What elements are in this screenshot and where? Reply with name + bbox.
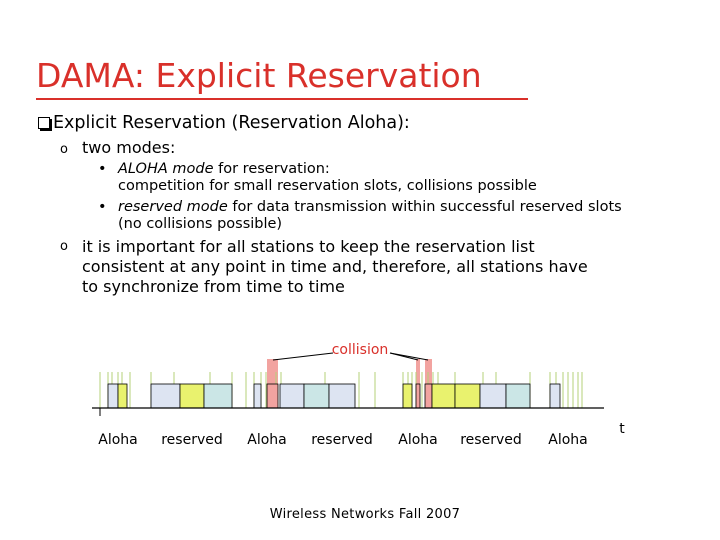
slot-block (279, 383, 305, 409)
phase-label-reserved: reserved (161, 432, 223, 448)
slot-block (117, 383, 128, 409)
slot-block (415, 383, 421, 409)
phase-label-aloha: Aloha (548, 432, 587, 448)
mode-desc: for reservation: (213, 161, 330, 177)
slot-block (479, 383, 507, 409)
collision-marker (267, 359, 278, 408)
time-axis-label: t (619, 421, 625, 437)
slot-block (179, 383, 205, 409)
slot-block (328, 383, 356, 409)
sync-line: consistent at any point in time and, the… (82, 257, 588, 276)
slot-block (253, 383, 262, 409)
slide-title: DAMA: Explicit Reservation (36, 56, 482, 95)
dot-bullet-icon: • (98, 199, 107, 215)
phase-label-aloha: Aloha (247, 432, 286, 448)
circle-bullet-icon: o (60, 142, 68, 157)
mode-name: ALOHA mode (118, 161, 214, 177)
collision-marker (416, 359, 420, 408)
slot-block (203, 383, 233, 409)
slot-block (402, 383, 413, 409)
sync-line: it is important for all stations to keep… (82, 237, 535, 256)
phase-label-reserved: reserved (311, 432, 373, 448)
phase-label-reserved: reserved (460, 432, 522, 448)
phase-label-aloha: Aloha (98, 432, 137, 448)
sub-bullet-sync: o it is important for all stations to ke… (60, 237, 588, 297)
slot-block (424, 383, 433, 409)
mode-desc-cont: (no collisions possible) (118, 216, 283, 232)
phase-label-aloha: Aloha (398, 432, 437, 448)
collision-callout-line (272, 352, 334, 361)
mode-item-aloha: • ALOHA mode for reservation: competition… (98, 161, 537, 195)
collision-label: collision (332, 342, 389, 358)
main-bullet-text: Explicit Reservation (Reservation Aloha)… (53, 113, 410, 133)
slot-block (505, 383, 531, 409)
circle-bullet-icon: o (60, 239, 68, 254)
mode-name: reserved mode (118, 199, 228, 215)
sub-bullet-modes: o two modes: (60, 138, 175, 160)
slot-block (150, 383, 181, 409)
slot-block (266, 383, 279, 409)
main-bullet: Explicit Reservation (Reservation Aloha)… (38, 112, 410, 134)
mode-item-reserved: • reserved mode for data transmission wit… (98, 199, 622, 233)
sub-bullet-modes-text: two modes: (82, 138, 176, 157)
footer: Wireless Networks Fall 2007 (0, 507, 720, 522)
footer-text: Wireless Networks Fall 2007 (269, 507, 461, 522)
slot-block (303, 383, 330, 409)
mode-desc: for data transmission within successful … (227, 199, 622, 215)
slot-block (454, 383, 481, 409)
mode-desc-cont: competition for small reservation slots,… (118, 178, 537, 194)
title-underline (36, 98, 528, 100)
square-bullet-icon (38, 117, 50, 129)
collision-callout-line (389, 352, 429, 361)
slot-block (431, 383, 456, 409)
slot-block (549, 383, 561, 409)
sync-line: to synchronize from time to time (82, 277, 345, 296)
slot-block (107, 383, 119, 409)
dot-bullet-icon: • (98, 161, 107, 177)
